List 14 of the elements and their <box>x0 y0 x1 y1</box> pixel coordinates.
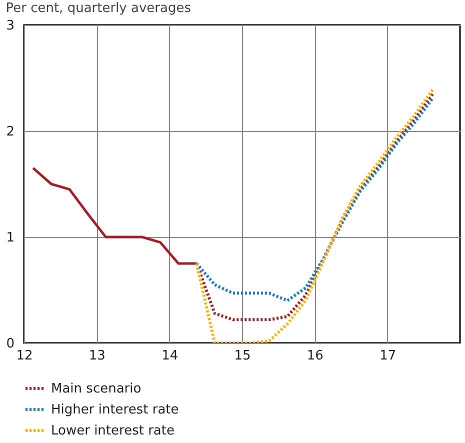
legend-label: Higher interest rate <box>51 402 179 418</box>
y-tick-label: 2 <box>6 124 14 140</box>
y-tick-label: 0 <box>6 336 14 352</box>
legend-label: Main scenario <box>51 382 142 396</box>
x-tick-label: 15 <box>234 348 251 364</box>
x-tick-label: 17 <box>380 348 396 364</box>
x-tick-label: 13 <box>88 348 106 364</box>
y-tick-label: 1 <box>6 230 14 246</box>
x-tick-label: 12 <box>16 348 33 364</box>
y-tick-label: 3 <box>6 18 14 34</box>
chart-title: Per cent, quarterly averages <box>6 1 192 16</box>
legend-label: Lower interest rate <box>51 424 174 438</box>
x-tick-label: 16 <box>306 348 324 364</box>
x-tick-label: 14 <box>162 348 178 364</box>
